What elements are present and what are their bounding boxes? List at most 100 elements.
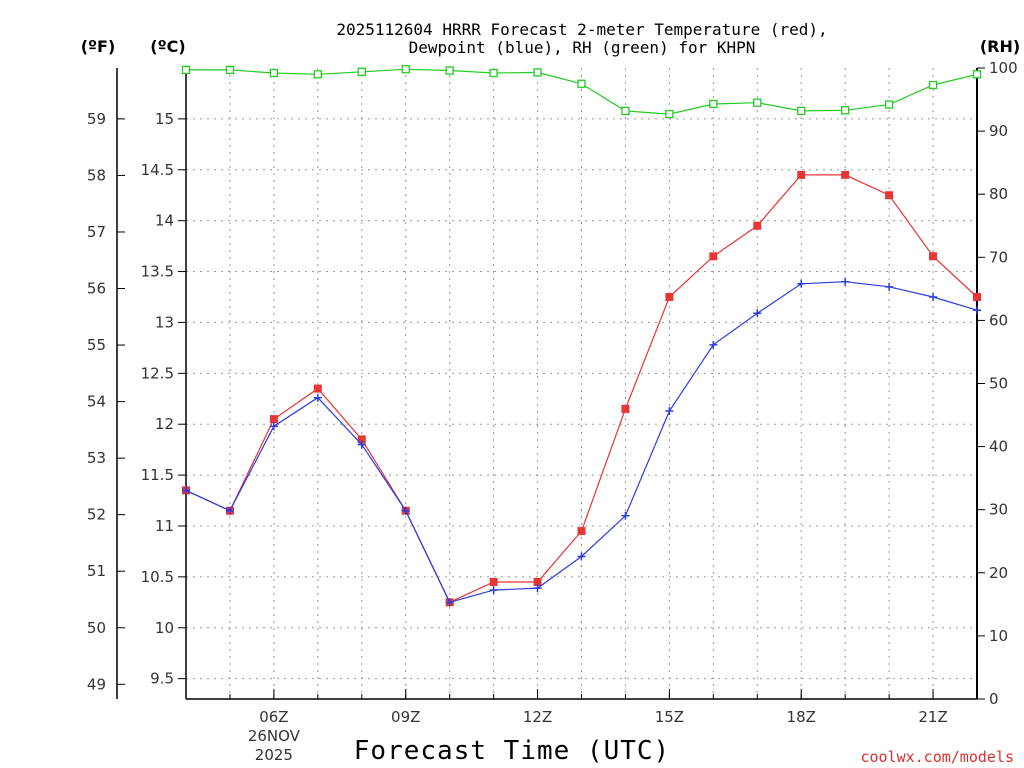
fahrenheit-tick-label: 57 [87, 223, 106, 241]
data-point-dewpoint [841, 277, 850, 286]
celsius-tick-label: 13 [155, 313, 174, 331]
x-tick-label: 15Z [655, 708, 684, 726]
celsius-tick-label: 13.5 [141, 263, 174, 281]
data-point-temperature [973, 292, 981, 301]
celsius-tick-label: 10 [155, 619, 174, 637]
data-point-temperature [269, 415, 278, 424]
data-point-rh [972, 70, 982, 79]
x-tick-label: 12Z [523, 708, 552, 726]
data-point-dewpoint [709, 340, 718, 349]
rh-tick-label: 0 [989, 690, 999, 708]
fahrenheit-tick-label: 51 [87, 562, 106, 580]
data-point-dewpoint [225, 506, 234, 515]
data-point-rh [621, 106, 630, 116]
data-point-rh [753, 98, 762, 107]
x-tick-date: 26NOV [248, 727, 301, 745]
rh-tick-label: 30 [989, 501, 1008, 519]
fahrenheit-tick-label: 56 [87, 280, 106, 298]
data-point-dewpoint [445, 598, 454, 607]
data-point-temperature [621, 404, 630, 413]
x-tick-label: 18Z [787, 708, 816, 726]
data-point-dewpoint [753, 309, 762, 318]
data-point-dewpoint [621, 511, 630, 520]
celsius-tick-label: 10.5 [141, 568, 174, 586]
grid-layer [186, 68, 977, 699]
data-point-temperature [885, 191, 894, 200]
axes-layer: 9.5 10 10.5 11 11.5 12 12.5 13 13.5 14 14.5 15 49 50 5… [87, 59, 1018, 764]
fahrenheit-tick-label: 55 [87, 336, 106, 354]
x-tick-label: 09Z [391, 708, 420, 726]
data-point-dewpoint [929, 292, 938, 301]
fahrenheit-tick-label: 53 [87, 449, 106, 467]
data-point-dewpoint [885, 282, 894, 291]
data-point-rh [577, 79, 586, 88]
fahrenheit-tick-label: 58 [87, 166, 106, 184]
credit-text: coolwx.com/models [860, 748, 1014, 766]
rh-tick-label: 60 [989, 311, 1008, 329]
rh-tick-label: 90 [989, 122, 1008, 140]
celsius-tick-label: 14 [155, 212, 174, 230]
data-point-temperature [709, 252, 718, 261]
data-point-temperature [357, 435, 366, 444]
data-point-rh [401, 65, 410, 74]
series-relative-humidity [181, 65, 982, 119]
fahrenheit-unit-label: (ºF) [81, 37, 116, 56]
data-point-temperature [665, 292, 674, 301]
data-point-dewpoint [182, 486, 190, 495]
data-point-rh [884, 100, 894, 109]
data-point-rh [445, 66, 454, 75]
data-point-dewpoint [489, 586, 498, 595]
data-point-rh [313, 70, 322, 79]
x-tick-label: 06Z [259, 708, 288, 726]
fahrenheit-tick-label: 50 [87, 619, 106, 637]
data-point-rh [665, 109, 674, 119]
data-point-rh [181, 65, 191, 75]
data-point-dewpoint [797, 279, 806, 288]
data-point-rh [533, 68, 542, 77]
data-point-temperature [533, 577, 542, 586]
data-point-temperature [489, 577, 498, 586]
rh-tick-label: 40 [989, 438, 1008, 456]
celsius-tick-label: 15 [155, 110, 174, 128]
data-point-temperature [797, 170, 806, 179]
rh-tick-label: 10 [989, 627, 1008, 645]
data-point-dewpoint [665, 406, 674, 415]
series-dewpoint [182, 277, 981, 607]
fahrenheit-tick-label: 59 [87, 110, 106, 128]
fahrenheit-tick-label: 49 [87, 675, 106, 693]
rh-tick-label: 20 [989, 564, 1008, 582]
celsius-unit-label: (ºC) [150, 37, 185, 56]
data-point-dewpoint [313, 393, 322, 402]
data-point-rh [928, 80, 938, 90]
data-point-rh [357, 67, 366, 76]
rh-tick-label: 50 [989, 375, 1008, 393]
data-point-dewpoint [533, 584, 542, 593]
x-axis-label: Forecast Time (UTC) [354, 736, 670, 766]
celsius-tick-label: 11 [155, 517, 174, 535]
data-point-rh [709, 99, 718, 109]
data-point-rh [225, 65, 235, 75]
celsius-tick-label: 14.5 [141, 161, 174, 179]
data-point-temperature [313, 384, 322, 393]
data-point-rh [269, 68, 279, 78]
data-point-temperature [841, 170, 850, 179]
data-point-dewpoint [269, 422, 278, 431]
fahrenheit-tick-label: 54 [87, 393, 106, 411]
x-tick-label: 21Z [918, 708, 947, 726]
data-point-dewpoint [973, 306, 981, 315]
rh-unit-label: (RH) [980, 37, 1020, 56]
celsius-tick-label: 12.5 [141, 364, 174, 382]
data-point-rh [797, 106, 806, 116]
chart-title-line2: Dewpoint (blue), RH (green) for KHPN [409, 38, 756, 57]
chart-title-line1: 2025112604 HRRR Forecast 2-meter Tempera… [336, 20, 827, 39]
data-point-temperature [753, 221, 762, 230]
fahrenheit-tick-label: 52 [87, 506, 106, 524]
data-point-dewpoint [357, 440, 366, 449]
data-point-dewpoint [577, 552, 586, 561]
rh-tick-label: 100 [989, 59, 1018, 77]
data-point-dewpoint [401, 506, 410, 515]
celsius-tick-label: 11.5 [141, 466, 174, 484]
x-tick-year: 2025 [255, 746, 293, 764]
celsius-tick-label: 12 [155, 415, 174, 433]
